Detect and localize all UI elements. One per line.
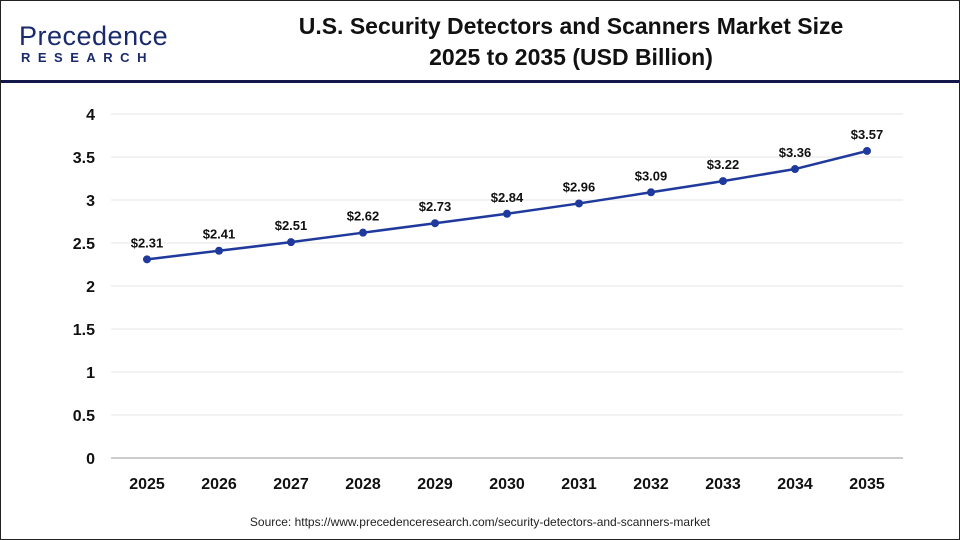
data-point	[503, 209, 511, 218]
header-divider	[1, 80, 959, 83]
logo-line1: Precedence	[19, 21, 169, 51]
data-point	[143, 255, 151, 264]
logo: Precedence RESEARCH	[19, 21, 169, 66]
x-tick-label: 2026	[201, 476, 237, 493]
data-point	[575, 199, 583, 208]
data-point	[215, 246, 223, 255]
data-label: $2.62	[347, 209, 380, 224]
y-tick-label: 2.5	[73, 236, 95, 253]
data-point	[359, 228, 367, 237]
y-tick-label: 0.5	[73, 408, 95, 425]
data-label: $2.73	[419, 199, 452, 214]
data-label: $2.41	[203, 227, 236, 242]
y-tick-label: 1.5	[73, 322, 95, 339]
x-tick-label: 2027	[273, 476, 309, 493]
y-tick-label: 3	[86, 193, 95, 210]
y-tick-label: 2	[86, 279, 95, 296]
data-label: $3.57	[851, 127, 884, 142]
x-tick-label: 2025	[129, 476, 165, 493]
x-tick-label: 2033	[705, 476, 741, 493]
data-point	[719, 177, 727, 186]
x-tick-label: 2032	[633, 476, 669, 493]
data-label: $2.31	[131, 235, 164, 250]
y-tick-label: 1	[86, 365, 95, 382]
x-tick-label: 2028	[345, 476, 381, 493]
data-point	[431, 219, 439, 228]
x-tick-label: 2029	[417, 476, 453, 493]
data-point	[791, 165, 799, 174]
chart-title: U.S. Security Detectors and Scanners Mar…	[211, 11, 931, 73]
y-tick-label: 4	[86, 107, 95, 124]
source-note: Source: https://www.precedenceresearch.c…	[249, 515, 711, 529]
data-point	[287, 238, 295, 247]
data-label: $2.51	[275, 218, 308, 233]
x-tick-label: 2031	[561, 476, 597, 493]
data-label: $3.22	[707, 157, 740, 172]
x-tick-label: 2030	[489, 476, 525, 493]
x-tick-label: 2035	[849, 476, 885, 493]
data-label: $2.84	[491, 190, 524, 205]
title-line2: 2025 to 2035 (USD Billion)	[429, 44, 713, 70]
title-line1: U.S. Security Detectors and Scanners Mar…	[298, 13, 844, 39]
data-point	[863, 146, 871, 155]
data-point	[647, 188, 655, 197]
y-tick-label: 3.5	[73, 150, 95, 167]
data-label: $2.96	[563, 179, 596, 194]
data-label: $3.09	[635, 168, 668, 183]
y-tick-label: 0	[86, 451, 95, 468]
x-tick-label: 2034	[777, 476, 813, 493]
data-label: $3.36	[779, 145, 812, 160]
logo-line2: RESEARCH	[21, 50, 154, 65]
